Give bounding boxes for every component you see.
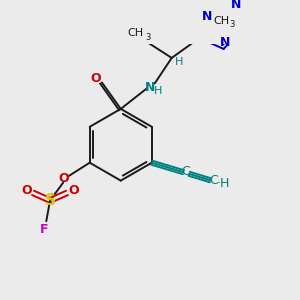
Text: O: O [58, 172, 69, 185]
Text: O: O [90, 72, 101, 85]
Text: O: O [21, 184, 32, 196]
Text: H: H [175, 57, 184, 67]
Text: H: H [153, 86, 162, 96]
Text: N: N [230, 0, 241, 11]
Text: N: N [145, 81, 155, 94]
Text: F: F [40, 223, 49, 236]
Text: C: C [181, 165, 190, 178]
Text: 3: 3 [230, 20, 235, 29]
Text: O: O [68, 184, 79, 196]
Text: C: C [209, 174, 218, 187]
Text: ·H: ·H [217, 177, 230, 190]
Text: CH: CH [128, 28, 144, 38]
Text: N: N [219, 36, 230, 49]
Text: 3: 3 [146, 33, 151, 42]
Text: CH: CH [214, 16, 230, 26]
Text: S: S [44, 193, 56, 208]
Text: N: N [202, 10, 212, 23]
